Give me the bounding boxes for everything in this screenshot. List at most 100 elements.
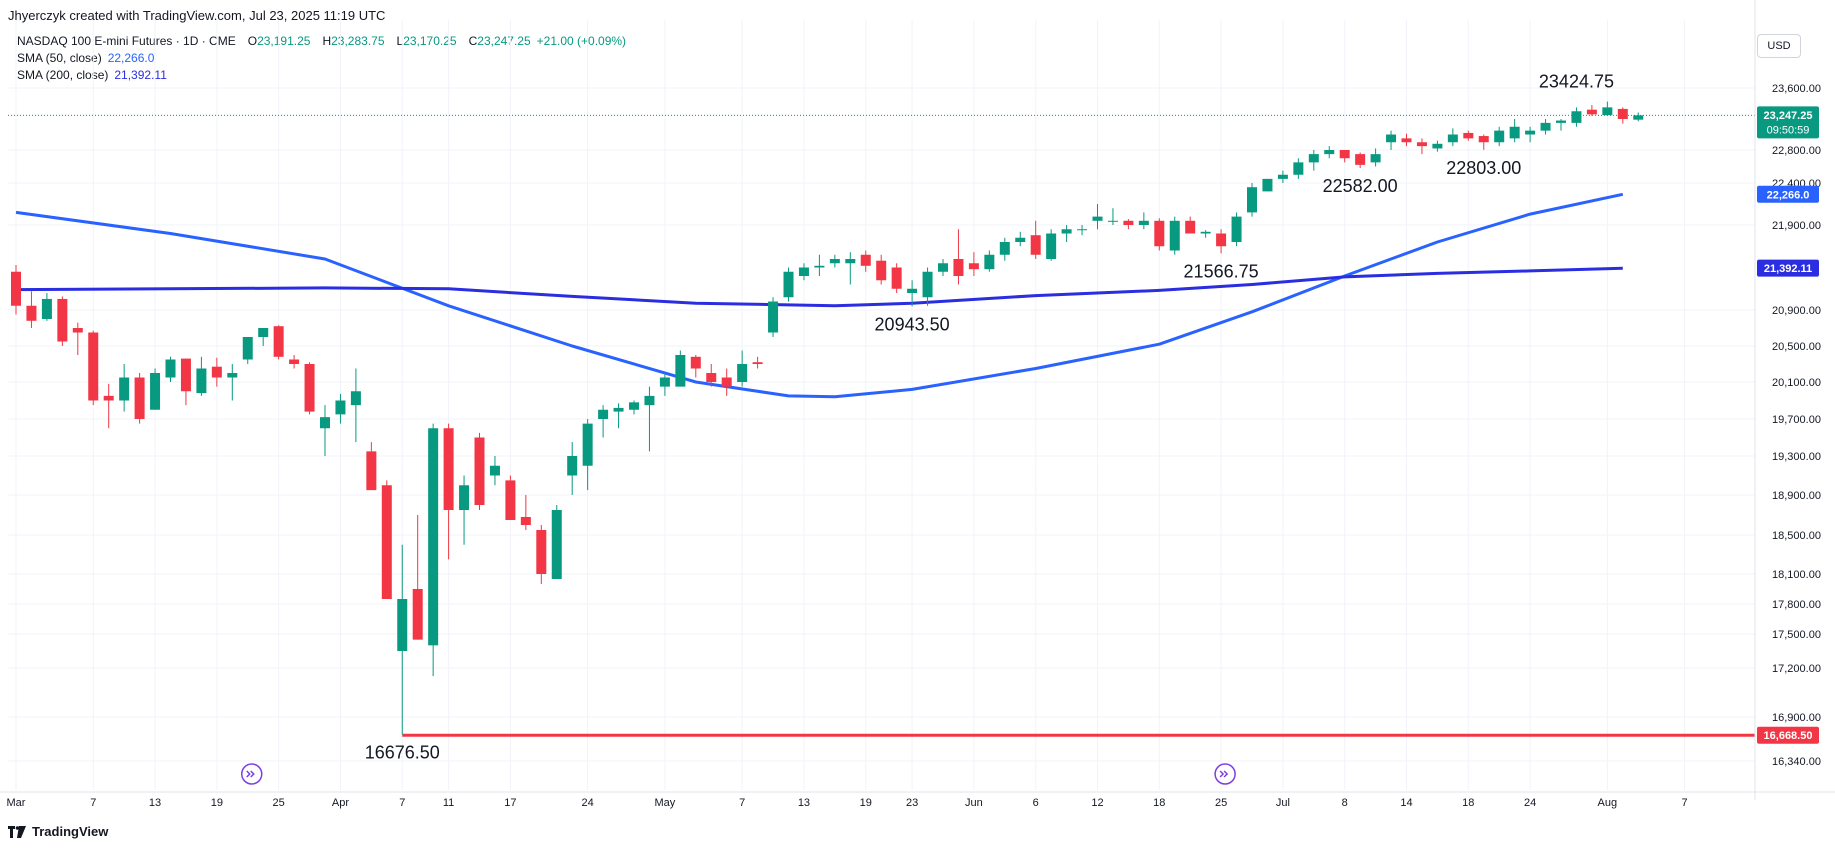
- candle-body: [922, 271, 933, 298]
- candle: [1494, 126, 1505, 147]
- candle: [1617, 107, 1628, 124]
- candle: [984, 250, 995, 272]
- candle: [1602, 101, 1613, 116]
- candle: [428, 423, 439, 677]
- candle-body: [1107, 220, 1118, 222]
- candle: [999, 237, 1010, 261]
- time-tick-label: 18: [1462, 797, 1474, 809]
- price-axis[interactable]: 16,340.00 16,900.00 17,200.00 17,500.00 17,8…: [1754, 0, 1821, 800]
- tradingview-logo-icon: [8, 825, 26, 838]
- candle: [459, 475, 470, 545]
- close-value: 23,247.25: [477, 34, 531, 48]
- candle: [350, 368, 361, 443]
- change-value: +21.00 (+0.09%): [536, 34, 627, 48]
- price-axis-label-text: 22,266.0: [1767, 189, 1810, 201]
- candle-body: [227, 373, 238, 378]
- time-tick-label: 13: [149, 797, 161, 809]
- candle-body: [1015, 237, 1026, 242]
- candle: [1185, 216, 1196, 234]
- instrument-name[interactable]: NASDAQ 100 E-mini Futures · 1D · CME: [17, 34, 236, 48]
- sma50-legend[interactable]: SMA (50, close) 22,266.0: [17, 50, 626, 67]
- candles: [11, 101, 1644, 735]
- candle: [1123, 219, 1134, 230]
- currency-button[interactable]: USD: [1757, 34, 1801, 58]
- candle-body: [1200, 231, 1211, 234]
- price-axis-labels: 23,247.25 09:50:59 22,266.0 21,392.11 16,668…: [1757, 106, 1819, 744]
- candle-body: [443, 428, 454, 510]
- candle: [737, 350, 748, 387]
- price-tick-label: 17,200.00: [1772, 663, 1821, 675]
- candle: [721, 368, 732, 396]
- event-marker-icon[interactable]: [1214, 763, 1236, 785]
- candle-body: [768, 301, 779, 333]
- time-tick-label: Aug: [1598, 797, 1618, 809]
- candle-body: [180, 358, 191, 392]
- candle-body: [1339, 150, 1350, 159]
- price-annotation: 23424.75: [1539, 72, 1614, 92]
- candle-body: [1308, 154, 1319, 163]
- price-tick-label: 20,100.00: [1772, 377, 1821, 389]
- candle: [381, 480, 392, 599]
- candle: [644, 386, 655, 452]
- candle-body: [737, 364, 748, 382]
- candle-body: [258, 328, 269, 337]
- open-label: O: [247, 34, 258, 48]
- candle: [598, 405, 609, 438]
- candle: [1556, 119, 1566, 131]
- price-tick-label: 17,500.00: [1772, 629, 1821, 641]
- sma200-legend[interactable]: SMA (200, close) 21,392.11: [17, 67, 626, 84]
- candle: [412, 515, 423, 640]
- event-marker-icon[interactable]: [241, 763, 263, 785]
- countdown-label: 09:50:59: [1767, 124, 1810, 136]
- candle: [1262, 178, 1273, 192]
- candle: [119, 364, 130, 412]
- price-tick-label: 21,900.00: [1772, 220, 1821, 232]
- candle-body: [675, 355, 686, 387]
- candle: [1447, 128, 1458, 147]
- candle-body: [1324, 150, 1335, 155]
- price-tick-label: 18,900.00: [1772, 490, 1821, 502]
- candle-body: [721, 377, 732, 387]
- candle-body: [1355, 154, 1366, 165]
- annotations: 16676.50 20943.50 21566.75 22582.00 22803.00…: [365, 72, 1614, 763]
- time-axis[interactable]: Mar 7 13 19 25 Apr 7 11 17 24 May 7 13 19 23 Jun 6 12 18 25…: [0, 791, 1835, 809]
- time-tick-label: 8: [1342, 797, 1348, 809]
- candle-body: [459, 485, 470, 510]
- price-annotation: 22803.00: [1446, 158, 1521, 178]
- candle-body: [613, 407, 624, 412]
- candle-body: [1293, 162, 1304, 175]
- price-axis-label-text: 21,392.11: [1764, 263, 1812, 275]
- candle-body: [242, 337, 253, 360]
- candle: [1231, 212, 1242, 247]
- candle-body: [211, 366, 222, 378]
- candle: [783, 267, 794, 302]
- candle: [289, 355, 300, 369]
- time-tick-label: Jul: [1276, 797, 1290, 809]
- candle: [227, 364, 238, 401]
- candle-body: [1556, 120, 1566, 123]
- candle: [752, 356, 763, 369]
- candle-body: [1463, 132, 1474, 139]
- candle: [57, 296, 68, 346]
- event-markers[interactable]: [241, 763, 1236, 785]
- candle-body: [1169, 220, 1180, 251]
- candle: [134, 373, 145, 424]
- low-label: L: [396, 34, 404, 48]
- low-value: 23,170.25: [403, 34, 457, 48]
- candle-body: [1571, 111, 1582, 123]
- close-label: C: [468, 34, 478, 48]
- candle: [968, 252, 979, 276]
- candle-body: [1277, 174, 1288, 179]
- candle-body: [891, 267, 902, 289]
- sma-lines: [15, 192, 1624, 399]
- candle: [1571, 107, 1582, 127]
- candle-body: [798, 267, 809, 276]
- candle: [1216, 229, 1227, 254]
- candle-body: [1509, 126, 1520, 139]
- candle-body: [953, 259, 964, 276]
- candle: [1077, 225, 1088, 236]
- candle-body: [1586, 109, 1597, 115]
- candle-body: [350, 391, 361, 406]
- candle-body: [273, 326, 284, 357]
